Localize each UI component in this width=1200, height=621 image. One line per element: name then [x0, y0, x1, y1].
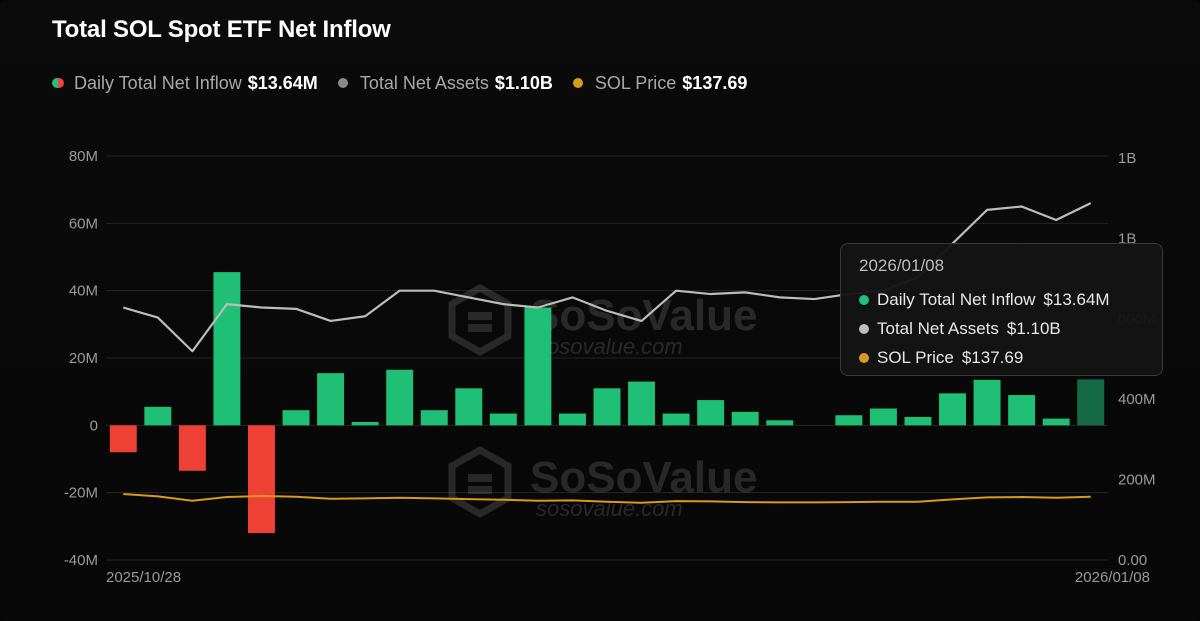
- inflow-bar[interactable]: [731, 411, 759, 426]
- watermark-logo-bottom: SoSoValue sosovalue.com: [448, 445, 757, 521]
- left-tick-label: 80M: [69, 148, 98, 165]
- tooltip-label: Daily Total Net Inflow: [877, 289, 1036, 309]
- inflow-bar[interactable]: [524, 307, 552, 426]
- watermark-logo-top: SoSoValue sosovalue.com: [448, 283, 757, 359]
- tooltip-row-inflow: Daily Total Net Inflow $13.64M: [859, 285, 1144, 314]
- legend-item-total-net-assets[interactable]: Total Net Assets $1.10B: [337, 72, 553, 94]
- legend-value: $137.69: [682, 72, 748, 93]
- legend-value: $1.10B: [494, 72, 553, 93]
- inflow-bar[interactable]: [386, 369, 414, 426]
- legend-item-sol-price[interactable]: SOL Price $137.69: [572, 72, 748, 94]
- legend-label: Total Net Assets: [359, 72, 489, 93]
- watermarks: SoSoValue sosovalue.com SoSoValue sosova…: [448, 283, 757, 521]
- inflow-bar[interactable]: [1077, 379, 1105, 426]
- right-tick-label: 1B: [1118, 150, 1136, 167]
- right-tick-label: 0.00: [1118, 552, 1147, 569]
- legend: Daily Total Net Inflow $13.64M Total Net…: [52, 70, 767, 96]
- left-tick-label: -40M: [64, 552, 98, 569]
- inflow-bar[interactable]: [766, 420, 794, 426]
- watermark-brand: SoSoValue: [530, 453, 757, 502]
- inflow-bar[interactable]: [662, 413, 690, 426]
- inflow-legend-icon: [52, 78, 64, 88]
- tooltip-value: $13.64M: [1043, 289, 1110, 309]
- inflow-bar[interactable]: [420, 410, 448, 426]
- watermark-brand: SoSoValue: [530, 291, 757, 340]
- right-tick-label: 200M: [1118, 472, 1156, 489]
- inflow-bar[interactable]: [939, 393, 966, 426]
- inflow-bar[interactable]: [144, 406, 172, 426]
- inflow-bars: [109, 272, 1105, 534]
- inflow-bar[interactable]: [835, 415, 863, 426]
- inflow-dot-icon: [859, 294, 869, 305]
- sol-price-line[interactable]: [123, 493, 1091, 504]
- hover-tooltip: 2026/01/08 Daily Total Net Inflow $13.64…: [840, 243, 1163, 376]
- left-tick-label: 0: [90, 417, 98, 434]
- legend-item-daily-inflow[interactable]: Daily Total Net Inflow $13.64M: [52, 73, 318, 94]
- legend-label: Daily Total Net Inflow: [74, 72, 242, 93]
- inflow-bar[interactable]: [904, 416, 932, 426]
- left-tick-label: 60M: [69, 215, 98, 232]
- inflow-bar[interactable]: [558, 413, 586, 426]
- assets-legend-icon: [337, 78, 348, 88]
- x-start-label: 2025/10/28: [106, 569, 181, 586]
- inflow-bar[interactable]: [178, 425, 206, 471]
- inflow-bar[interactable]: [351, 421, 379, 426]
- tooltip-label: Total Net Assets: [877, 318, 999, 338]
- assets-dot-icon: [859, 323, 869, 334]
- inflow-bar[interactable]: [628, 381, 656, 426]
- inflow-bar[interactable]: [248, 425, 275, 534]
- price-legend-icon: [572, 78, 583, 88]
- watermark-logo-icon: [448, 283, 512, 357]
- inflow-bar[interactable]: [213, 272, 241, 426]
- inflow-bar[interactable]: [489, 413, 517, 426]
- inflow-bar[interactable]: [1042, 418, 1070, 426]
- inflow-bar[interactable]: [317, 373, 345, 426]
- left-tick-label: 20M: [69, 350, 98, 367]
- inflow-bar[interactable]: [282, 410, 310, 426]
- chart-title: Total SOL Spot ETF Net Inflow: [52, 16, 391, 43]
- tooltip-value: $137.69: [961, 347, 1024, 367]
- watermark-url: sosovalue.com: [536, 334, 683, 359]
- left-tick-label: 40M: [69, 283, 98, 300]
- legend-value: $13.64M: [247, 72, 318, 93]
- x-end-label: 2026/01/08: [1075, 569, 1150, 586]
- legend-label: SOL Price: [594, 72, 677, 93]
- inflow-bar[interactable]: [593, 388, 621, 426]
- inflow-bar[interactable]: [1008, 395, 1036, 426]
- tooltip-row-assets: Total Net Assets $1.10B: [859, 314, 1144, 343]
- inflow-bar[interactable]: [697, 400, 725, 426]
- tooltip-label: SOL Price: [877, 347, 954, 367]
- right-tick-label: 400M: [1118, 391, 1156, 408]
- tooltip-row-price: SOL Price $137.69: [859, 343, 1144, 372]
- inflow-bar[interactable]: [869, 408, 897, 426]
- watermark-logo-icon: [448, 445, 512, 519]
- tooltip-value: $1.10B: [1006, 318, 1061, 338]
- left-tick-label: -20M: [64, 485, 98, 502]
- price-dot-icon: [859, 352, 869, 363]
- inflow-bar[interactable]: [973, 379, 1001, 426]
- inflow-bar[interactable]: [455, 388, 483, 426]
- inflow-bar[interactable]: [109, 425, 137, 453]
- tooltip-date: 2026/01/08: [859, 256, 945, 275]
